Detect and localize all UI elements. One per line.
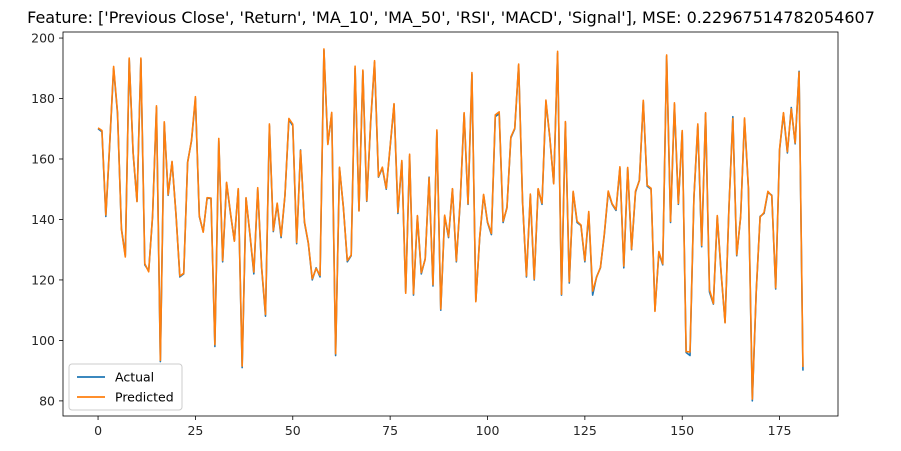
plot-area	[62, 31, 839, 417]
chart-title: Feature: ['Previous Close', 'Return', 'M…	[27, 8, 875, 28]
y-tick-label: 140	[31, 212, 55, 227]
legend-label-predicted: Predicted	[115, 390, 174, 405]
series-layer	[97, 48, 804, 402]
x-tick-label: 75	[382, 423, 398, 438]
x-tick-label: 25	[187, 423, 203, 438]
series-line-predicted	[97, 48, 804, 400]
y-tick-label: 120	[31, 272, 55, 287]
x-tick-label: 50	[285, 423, 301, 438]
y-tick-label: 100	[31, 333, 55, 348]
legend: Actual Predicted	[68, 363, 183, 411]
legend-label-actual: Actual	[115, 370, 154, 385]
x-tick-label: 100	[476, 423, 500, 438]
x-tick-label: 150	[670, 423, 694, 438]
x-tick-label: 175	[768, 423, 792, 438]
y-tick-label: 200	[31, 31, 55, 46]
x-axis: 0 25 50 75 100 125 150 175	[94, 416, 792, 438]
plot-frame	[62, 31, 839, 417]
y-axis: 80 100 120 140 160 180 200	[31, 31, 63, 408]
x-tick-label: 125	[573, 423, 597, 438]
x-tick-label: 0	[94, 423, 102, 438]
y-tick-label: 180	[31, 91, 55, 106]
legend-box	[68, 363, 183, 411]
y-tick-label: 80	[39, 393, 55, 408]
y-tick-label: 160	[31, 151, 55, 166]
